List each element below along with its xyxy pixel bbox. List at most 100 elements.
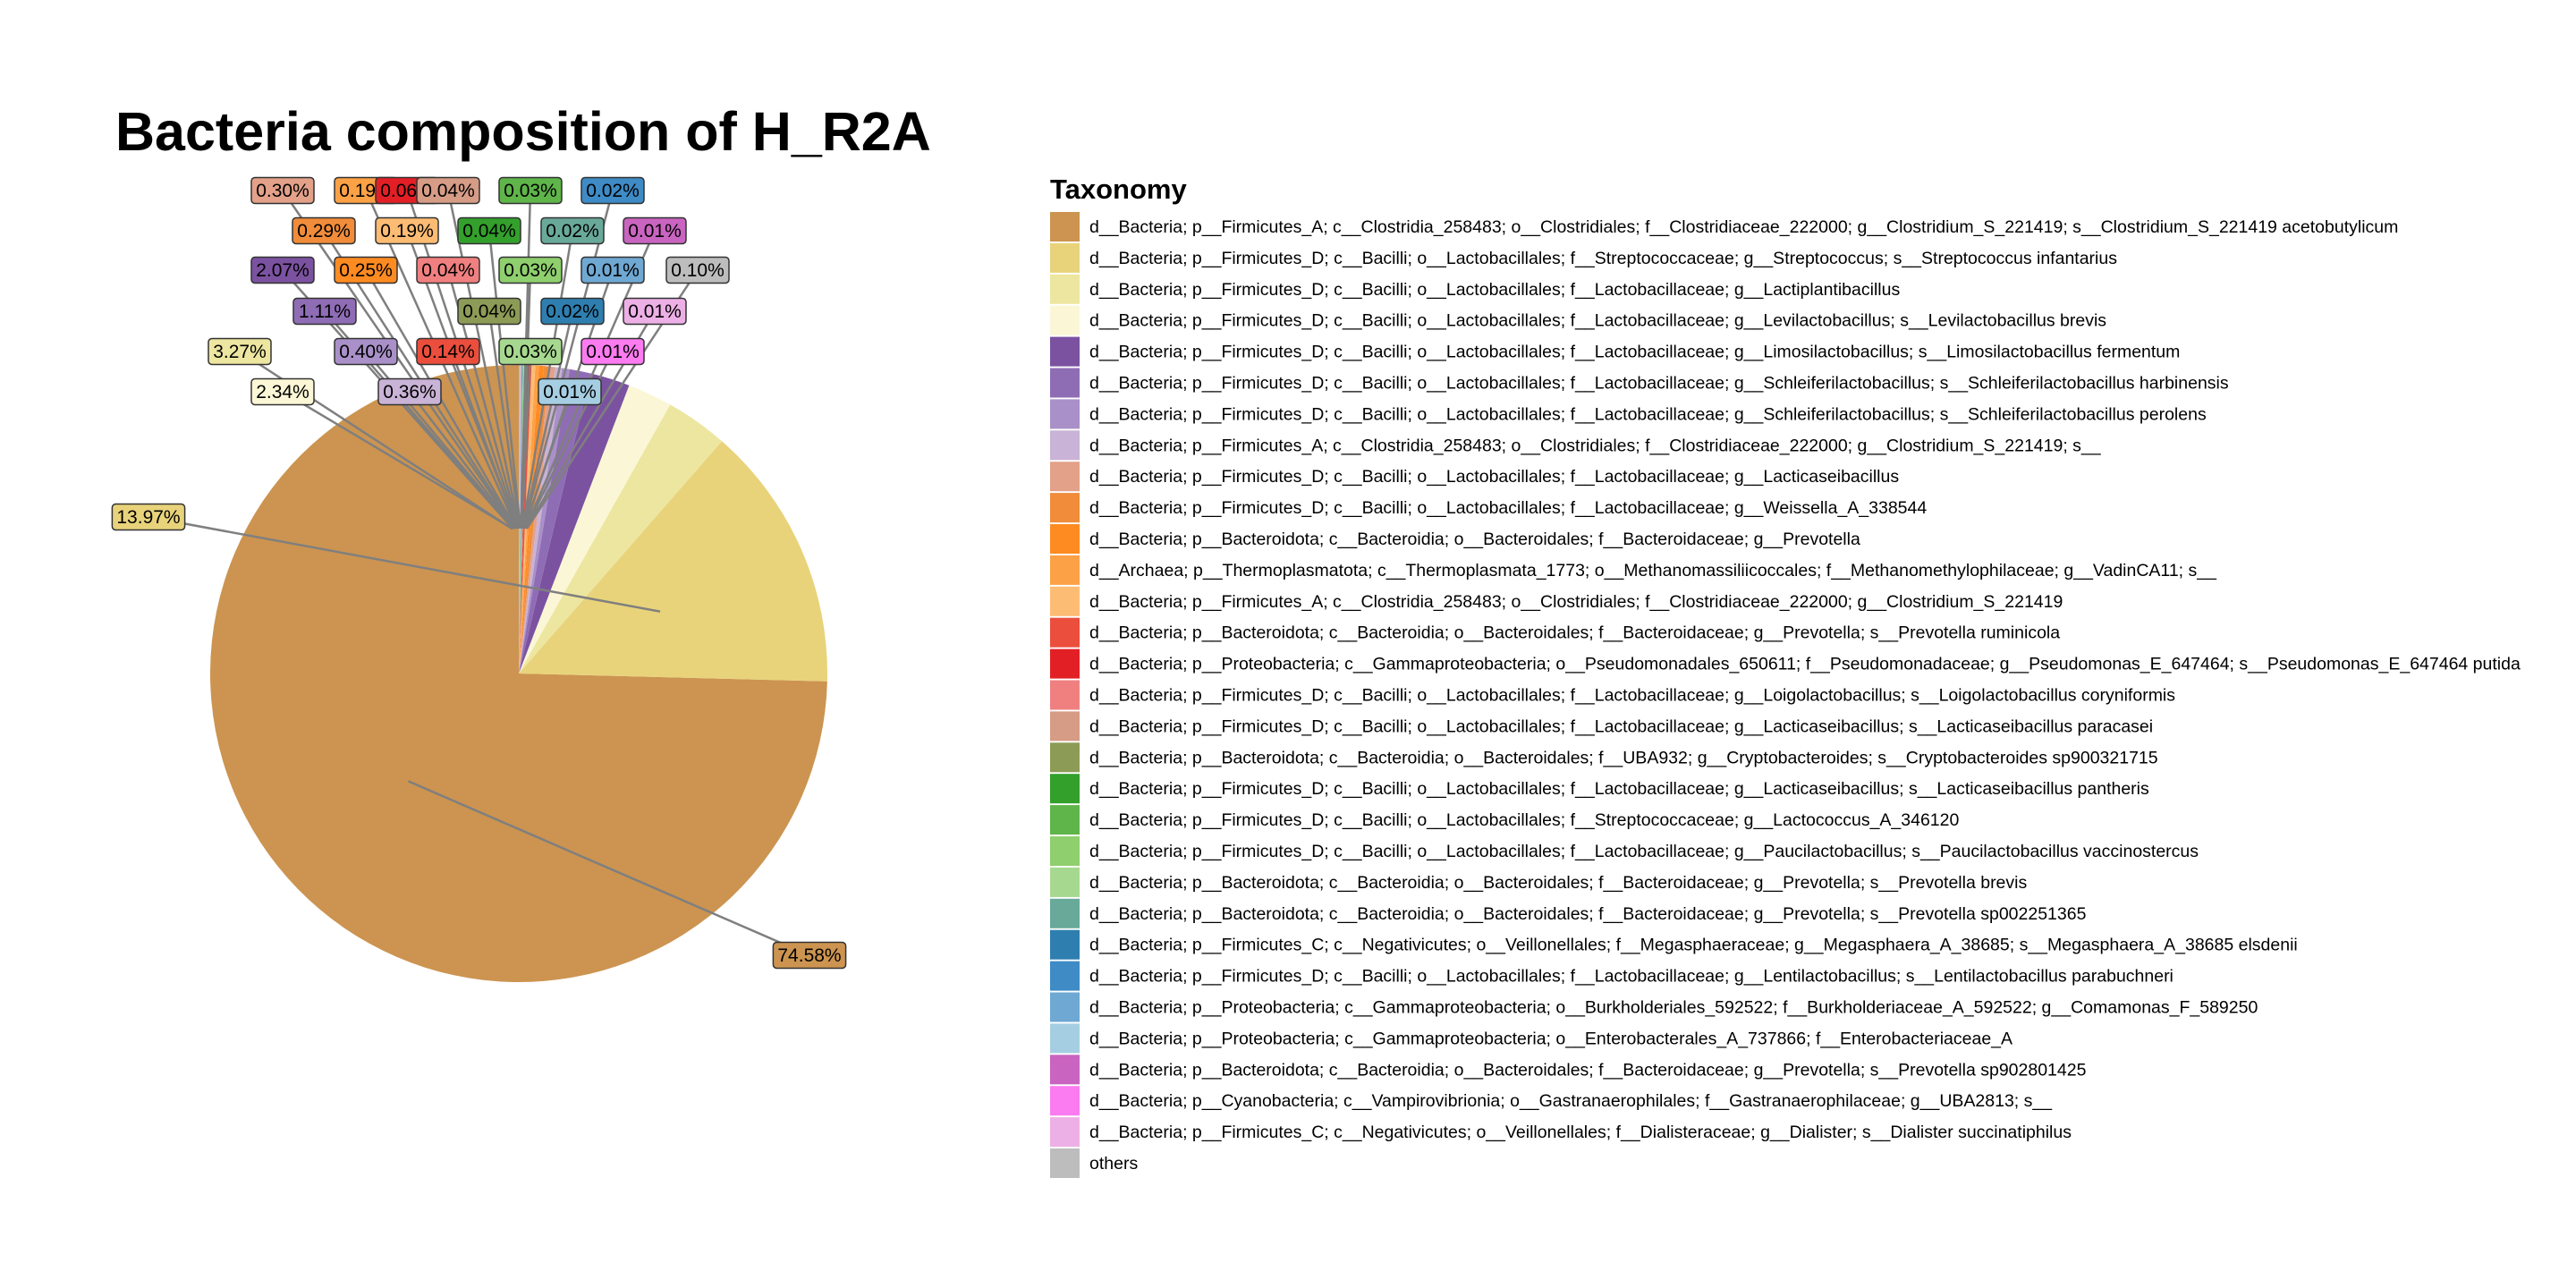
legend-label: d__Bacteria; p__Firmicutes_D; c__Bacilli… xyxy=(1089,374,2229,394)
legend-swatch xyxy=(1050,462,1080,492)
slice-label: 0.03% xyxy=(498,176,563,205)
legend-swatch xyxy=(1050,774,1080,804)
leader-line xyxy=(487,310,521,530)
legend-label: d__Bacteria; p__Bacteroidota; c__Bactero… xyxy=(1089,748,2158,767)
slice-label-text: 0.01% xyxy=(628,301,682,322)
legend-label: d__Bacteria; p__Firmicutes_C; c__Negativ… xyxy=(1089,1123,2072,1142)
legend-swatch xyxy=(1050,1055,1080,1085)
legend-swatch xyxy=(1050,274,1080,304)
slice-label-box xyxy=(498,337,563,366)
slice-label-box xyxy=(208,337,272,366)
legend-item: d__Bacteria; p__Firmicutes_D; c__Bacilli… xyxy=(1050,274,1900,304)
leader-line xyxy=(148,515,661,613)
legend-label: d__Bacteria; p__Proteobacteria; c__Gamma… xyxy=(1089,655,2521,674)
slice-label: 0.02% xyxy=(540,297,605,326)
pie-slice-27 xyxy=(519,365,522,674)
slice-label-box xyxy=(111,503,186,531)
slice-label: 0.19% xyxy=(375,216,439,245)
slice-label-text: 0.04% xyxy=(462,301,516,322)
legend-label: d__Bacteria; p__Proteobacteria; c__Gamma… xyxy=(1089,1029,2012,1048)
legend-swatch xyxy=(1050,430,1080,461)
slice-label-text: 0.19% xyxy=(380,221,434,242)
legend-label: d__Bacteria; p__Firmicutes_D; c__Bacilli… xyxy=(1089,686,2175,706)
legend-label: d__Bacteria; p__Firmicutes_D; c__Bacilli… xyxy=(1089,779,2149,799)
legend-item: d__Bacteria; p__Firmicutes_D; c__Bacilli… xyxy=(1050,805,1959,835)
legend-item: d__Bacteria; p__Firmicutes_D; c__Bacilli… xyxy=(1050,711,2153,741)
pie-slice-4 xyxy=(519,385,671,674)
slice-label: 0.10% xyxy=(665,256,730,284)
legend-item: d__Bacteria; p__Bacteroidota; c__Bactero… xyxy=(1050,742,2158,773)
leader-line xyxy=(409,391,516,530)
slice-label-text: 0.36% xyxy=(383,382,436,402)
legend-swatch xyxy=(1050,711,1080,741)
legend-label: d__Bacteria; p__Firmicutes_D; c__Bacilli… xyxy=(1089,716,2153,736)
slice-label-box xyxy=(416,256,480,284)
slice-label-text: 0.03% xyxy=(504,260,557,281)
slice-label: 0.25% xyxy=(334,256,398,284)
slice-label-text: 0.03% xyxy=(504,181,557,201)
legend-swatch xyxy=(1050,617,1080,648)
legend-label: d__Bacteria; p__Firmicutes_D; c__Bacilli… xyxy=(1089,249,2117,268)
slice-label: 0.04% xyxy=(416,256,480,284)
slice-label-box xyxy=(772,941,847,970)
slice-label: 0.14% xyxy=(416,337,480,366)
legend-item: d__Bacteria; p__Firmicutes_A; c__Clostri… xyxy=(1050,586,2063,616)
pie-slice-24 xyxy=(519,365,523,674)
legend-label: d__Bacteria; p__Firmicutes_D; c__Bacilli… xyxy=(1089,810,1959,830)
slice-label-box xyxy=(375,216,439,245)
slice-label-box xyxy=(538,377,602,406)
legend-label: d__Bacteria; p__Bacteroidota; c__Bactero… xyxy=(1089,530,1860,549)
slice-label: 0.40% xyxy=(334,337,398,366)
slice-label: 0.01% xyxy=(580,256,645,284)
legend: Taxonomy d__Bacteria; p__Firmicutes_A; c… xyxy=(1050,174,2521,1178)
pie-slices xyxy=(210,365,828,982)
legend-label: d__Bacteria; p__Firmicutes_D; c__Bacilli… xyxy=(1089,842,2199,861)
legend-label: d__Bacteria; p__Firmicutes_A; c__Clostri… xyxy=(1089,436,2102,455)
slice-labels: 74.58% 13.97% 3.27% 2.34% 2.07% 1.11% 0.40% 0.3… xyxy=(111,176,847,970)
legend-swatch xyxy=(1050,586,1080,616)
legend-item: d__Bacteria; p__Bacteroidota; c__Bactero… xyxy=(1050,524,1860,554)
slice-label: 1.11% xyxy=(292,297,357,326)
pie-slice-5 xyxy=(519,373,630,674)
legend-item: d__Bacteria; p__Bacteroidota; c__Bactero… xyxy=(1050,617,2060,648)
legend-swatch xyxy=(1050,867,1080,897)
slice-label: 0.02% xyxy=(580,176,645,205)
leader-line xyxy=(523,391,572,530)
slice-label: 0.03% xyxy=(498,337,563,366)
slice-label: 0.29% xyxy=(292,216,356,245)
legend-swatch xyxy=(1050,1117,1080,1148)
legend-swatch xyxy=(1050,305,1080,335)
legend-label: d__Bacteria; p__Firmicutes_D; c__Bacilli… xyxy=(1089,343,2180,362)
legend-item: d__Bacteria; p__Firmicutes_D; c__Bacilli… xyxy=(1050,680,2175,710)
pie-slice-7 xyxy=(519,368,570,674)
slice-label-text: 0.40% xyxy=(339,342,393,362)
slice-label-text: 0.01% xyxy=(628,221,682,242)
legend-item: d__Bacteria; p__Firmicutes_A; c__Clostri… xyxy=(1050,430,2102,461)
legend-item: others xyxy=(1050,1148,1138,1178)
slice-label: 0.04% xyxy=(416,176,480,205)
leader-line xyxy=(521,310,574,530)
slice-label: 0.04% xyxy=(457,216,521,245)
slice-label-text: 0.04% xyxy=(462,221,516,242)
slice-label-text: 0.14% xyxy=(421,342,475,362)
slice-label-text: 0.29% xyxy=(297,221,351,242)
legend-swatch xyxy=(1050,805,1080,835)
slice-label-box xyxy=(457,297,521,326)
legend-item: d__Bacteria; p__Firmicutes_C; c__Negativ… xyxy=(1050,1117,2072,1148)
slice-label: 2.07% xyxy=(250,256,315,284)
slice-label-text: 2.34% xyxy=(256,382,309,402)
legend-item: d__Bacteria; p__Firmicutes_A; c__Clostri… xyxy=(1050,212,2398,242)
slice-label-box xyxy=(665,256,730,284)
slice-label-box xyxy=(334,337,398,366)
slice-label: 2.34% xyxy=(250,377,315,406)
legend-swatch xyxy=(1050,336,1080,367)
slice-label-text: 0.02% xyxy=(586,181,640,201)
leader-line xyxy=(487,230,522,530)
legend-item: d__Bacteria; p__Firmicutes_D; c__Bacilli… xyxy=(1050,462,1899,492)
slice-label-box xyxy=(498,176,563,205)
legend-item: d__Bacteria; p__Proteobacteria; c__Gamma… xyxy=(1050,1023,2012,1054)
legend-item: d__Bacteria; p__Firmicutes_D; c__Bacilli… xyxy=(1050,336,2180,367)
legend-item: d__Bacteria; p__Bacteroidota; c__Bactero… xyxy=(1050,867,2027,897)
legend-swatch xyxy=(1050,1148,1080,1178)
legend-swatch xyxy=(1050,524,1080,554)
